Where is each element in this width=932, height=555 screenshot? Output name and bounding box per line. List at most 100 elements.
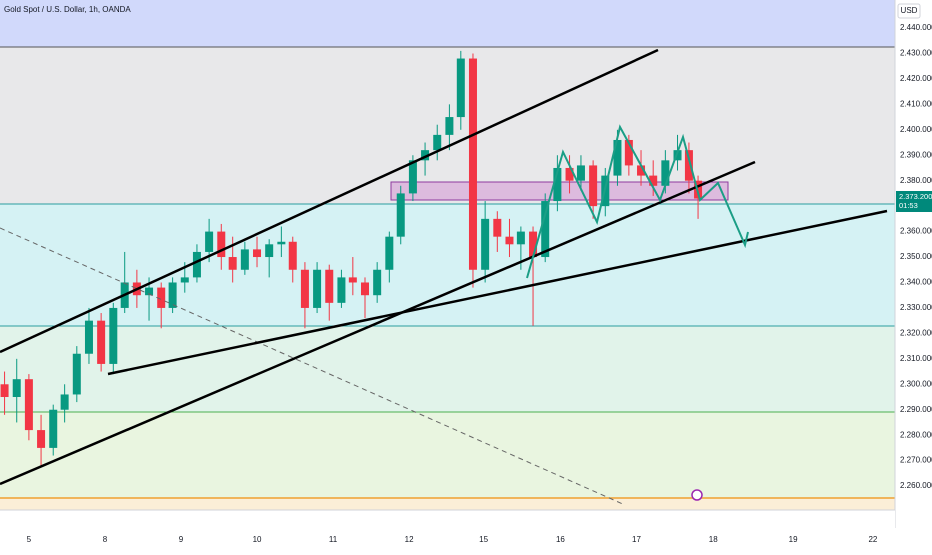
candle-body — [205, 231, 214, 252]
y-tick-label: 2.420.000 — [900, 74, 932, 83]
price-axis — [895, 0, 932, 550]
candle-body — [445, 117, 454, 135]
candle-body — [373, 269, 382, 296]
candle-body — [313, 269, 322, 308]
candle-body — [348, 277, 357, 283]
y-tick-label: 2.390.000 — [900, 150, 932, 159]
x-tick-label: 15 — [479, 535, 488, 544]
candle-body — [253, 249, 262, 258]
candle-body — [541, 201, 550, 258]
y-tick-label: 2.430.000 — [900, 49, 932, 58]
x-tick-label: 8 — [103, 535, 108, 544]
candle-body — [516, 231, 525, 245]
candle-body — [433, 134, 442, 151]
candle-body — [456, 58, 465, 118]
candle-body — [673, 150, 682, 161]
candle-body — [408, 160, 417, 194]
y-tick-label: 2.380.000 — [900, 176, 932, 185]
y-tick-label: 2.260.000 — [900, 481, 932, 490]
candle-body — [325, 269, 334, 303]
candle-body — [589, 165, 598, 207]
y-tick-label: 2.290.000 — [900, 405, 932, 414]
candle-body — [360, 282, 369, 296]
zone-top — [0, 0, 895, 47]
x-tick-label: 5 — [27, 535, 32, 544]
candle-body — [529, 231, 538, 258]
event-icon[interactable] — [691, 489, 703, 501]
trend-line — [107, 209, 888, 376]
candle-body — [12, 379, 21, 398]
candle-body — [60, 394, 69, 410]
candle-body — [228, 257, 237, 270]
currency-box[interactable] — [897, 3, 921, 19]
x-tick-label: 19 — [789, 535, 798, 544]
last-price: 2.373.200 — [899, 192, 932, 201]
candle-body — [624, 139, 633, 166]
y-tick-label: 2.300.000 — [900, 379, 932, 388]
candle-body — [84, 320, 93, 354]
zone-green — [0, 326, 895, 412]
candle-body — [661, 160, 670, 186]
y-tick-label: 2.360.000 — [900, 227, 932, 236]
candle-body — [157, 287, 166, 308]
candle-body — [240, 249, 249, 270]
zone-orange — [0, 498, 895, 510]
candle-body — [217, 231, 226, 258]
countdown: 01:53 — [899, 201, 918, 210]
candle-body — [493, 218, 502, 237]
candle-body — [277, 241, 286, 245]
y-tick-label: 2.270.000 — [900, 456, 932, 465]
candle-body — [613, 139, 622, 176]
candle-body — [337, 277, 346, 303]
y-tick-label: 2.440.000 — [900, 23, 932, 32]
candle-body — [553, 167, 562, 202]
time-axis — [0, 510, 895, 550]
candle-body — [168, 282, 177, 308]
zone-lightgreen — [0, 412, 895, 498]
candle-body — [109, 307, 118, 364]
x-tick-label: 16 — [556, 535, 565, 544]
candle-body — [576, 165, 585, 181]
y-tick-label: 2.280.000 — [900, 430, 932, 439]
candle-body — [649, 175, 658, 186]
candle-body — [49, 409, 58, 448]
candle-body — [265, 244, 274, 258]
candle-body — [24, 379, 33, 431]
candle-body — [300, 269, 309, 308]
y-tick-label: 2.410.000 — [900, 99, 932, 108]
y-tick-label: 2.350.000 — [900, 252, 932, 261]
candle-body — [684, 150, 693, 181]
trend-dashed — [0, 227, 626, 506]
candle-body — [192, 251, 201, 278]
projection-path — [526, 124, 749, 279]
candle-body — [481, 218, 490, 270]
x-tick-label: 22 — [868, 535, 877, 544]
candle-body — [505, 236, 514, 245]
candle-body — [288, 241, 297, 270]
candle-body — [565, 167, 574, 181]
y-tick-label: 2.330.000 — [900, 303, 932, 312]
y-tick-label: 2.340.000 — [900, 278, 932, 287]
last-price-tag — [896, 190, 932, 212]
x-tick-label: 10 — [253, 535, 262, 544]
currency: USD — [901, 6, 918, 15]
zone-teal — [0, 204, 895, 326]
candles — [0, 50, 703, 466]
x-tick-label: 18 — [709, 535, 718, 544]
candle-body — [385, 236, 394, 270]
x-tick-label: 17 — [632, 535, 641, 544]
candle-body — [145, 287, 154, 296]
candle-body — [37, 430, 46, 448]
candle-body — [396, 193, 405, 237]
trend-line — [0, 48, 659, 354]
chart-title: Gold Spot / U.S. Dollar, 1h, OANDA — [4, 5, 131, 14]
candle-body — [72, 353, 81, 395]
x-tick-label: 12 — [405, 535, 414, 544]
candle-body — [97, 320, 106, 364]
y-tick-label: 2.400.000 — [900, 125, 932, 134]
x-tick-label: 9 — [179, 535, 184, 544]
candle-body — [637, 165, 646, 176]
y-tick-label: 2.310.000 — [900, 354, 932, 363]
x-tick-label: 11 — [329, 535, 338, 544]
candle-body — [0, 384, 9, 398]
